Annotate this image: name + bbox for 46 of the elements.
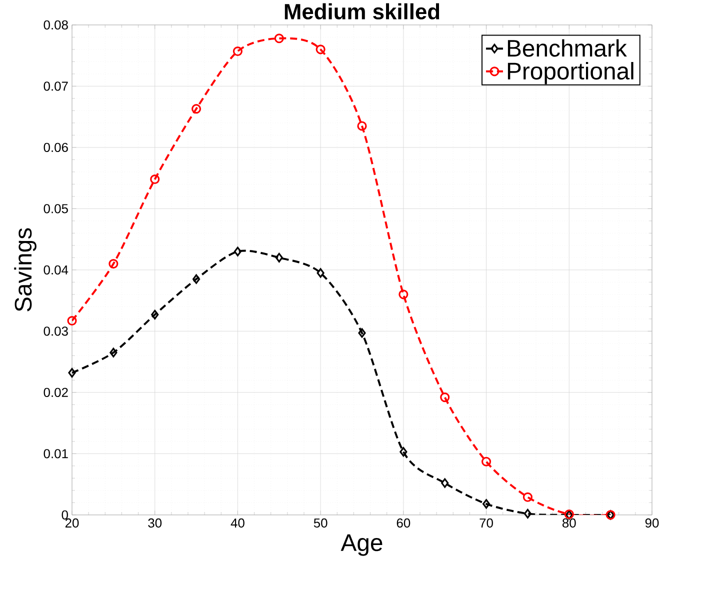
y-tick-label: 0.05 bbox=[44, 204, 68, 214]
y-tick-label: 0.01 bbox=[44, 449, 68, 458]
point bbox=[110, 348, 118, 358]
point bbox=[357, 121, 367, 131]
point bbox=[440, 392, 450, 402]
point bbox=[358, 328, 366, 338]
y-tick-label: 0.07 bbox=[44, 82, 68, 91]
point bbox=[192, 104, 202, 114]
y-tick-label: 0.08 bbox=[44, 20, 68, 30]
point bbox=[108, 259, 118, 269]
legend-label: Proportional bbox=[508, 62, 634, 84]
x-tick-label: 60 bbox=[396, 518, 410, 528]
legend-label: Benchmark bbox=[508, 39, 627, 57]
chart-title: Medium skilled bbox=[284, 3, 440, 20]
point bbox=[192, 274, 200, 284]
y-tick-label: 0.04 bbox=[44, 265, 68, 275]
point bbox=[481, 456, 492, 466]
x-tick-label: 90 bbox=[645, 518, 659, 528]
point bbox=[151, 310, 159, 320]
y-tick-label: 0.03 bbox=[44, 326, 68, 336]
point bbox=[482, 499, 490, 509]
point bbox=[275, 252, 283, 262]
point bbox=[232, 46, 242, 56]
point bbox=[398, 290, 408, 300]
x-axis-title: Age bbox=[340, 534, 382, 556]
point bbox=[67, 316, 77, 326]
y-axis-title: Savings bbox=[14, 228, 36, 312]
point bbox=[234, 246, 242, 256]
x-tick-label: 50 bbox=[314, 518, 328, 528]
point bbox=[522, 492, 532, 502]
y-tick-label: 0.06 bbox=[44, 142, 68, 152]
y-tick-label: 0.02 bbox=[44, 388, 68, 398]
point bbox=[316, 268, 324, 278]
x-tick-label: 40 bbox=[230, 518, 244, 528]
x-tick-label: 30 bbox=[148, 518, 162, 528]
y-tick-label: 0 bbox=[62, 510, 68, 520]
point bbox=[441, 478, 449, 488]
point bbox=[274, 34, 284, 44]
point bbox=[524, 508, 532, 519]
x-tick-label: 20 bbox=[65, 518, 79, 528]
point bbox=[316, 44, 326, 54]
point bbox=[150, 174, 160, 184]
point bbox=[68, 368, 76, 378]
x-tick-label: 70 bbox=[480, 518, 493, 528]
x-tick-label: 80 bbox=[562, 518, 576, 528]
point bbox=[400, 447, 408, 457]
